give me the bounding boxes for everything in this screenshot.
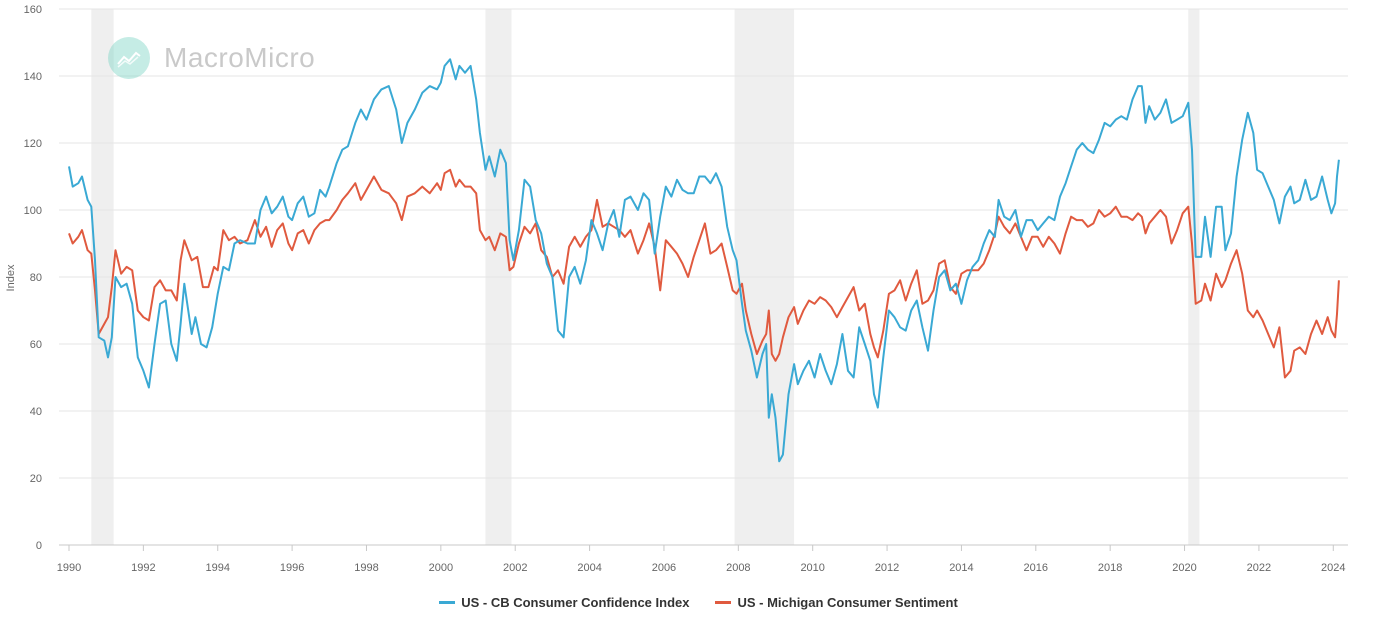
x-tick-label: 2022 <box>1247 562 1271 574</box>
legend-label-cb: US - CB Consumer Confidence Index <box>461 595 690 610</box>
x-tick-label: 2024 <box>1321 562 1345 574</box>
y-tick-label: 0 <box>36 540 42 552</box>
watermark: MacroMicro <box>108 37 315 79</box>
legend-item-cb[interactable]: US - CB Consumer Confidence Index <box>439 595 689 610</box>
x-tick-label: 2020 <box>1172 562 1196 574</box>
legend-label-michigan: US - Michigan Consumer Sentiment <box>737 595 958 610</box>
watermark-brand: MacroMicro <box>164 42 316 73</box>
x-tick-label: 2014 <box>949 562 973 574</box>
series-line-michigan[interactable] <box>68 168 1340 379</box>
x-axis-ticks: 1990 1992 1994 1996 1998 2000 2002 2004 2006 2008… <box>57 545 1346 574</box>
x-tick-label: 1998 <box>354 562 378 574</box>
y-tick-label: 20 <box>30 473 42 485</box>
y-axis-ticks: 0 20 40 60 80 100 120 140 160 <box>24 4 42 552</box>
series-line-cb[interactable] <box>68 58 1340 463</box>
x-tick-label: 1994 <box>205 562 229 574</box>
y-tick-label: 120 <box>24 138 42 150</box>
x-tick-label: 2004 <box>577 562 601 574</box>
y-tick-label: 100 <box>24 205 42 217</box>
x-tick-label: 2000 <box>429 562 453 574</box>
legend: US - CB Consumer Confidence Index US - M… <box>0 595 1397 610</box>
legend-swatch-cb <box>439 601 456 604</box>
x-tick-label: 2002 <box>503 562 527 574</box>
x-tick-label: 1990 <box>57 562 81 574</box>
grid-lines <box>59 8 1348 546</box>
y-tick-label: 80 <box>30 272 42 284</box>
y-tick-label: 140 <box>24 71 42 83</box>
legend-swatch-michigan <box>715 601 732 604</box>
x-tick-label: 2018 <box>1098 562 1122 574</box>
chart-logo-icon <box>108 37 150 79</box>
y-tick-label: 160 <box>24 4 42 16</box>
x-tick-label: 2010 <box>800 562 824 574</box>
x-tick-label: 2016 <box>1024 562 1048 574</box>
legend-item-michigan[interactable]: US - Michigan Consumer Sentiment <box>715 595 958 610</box>
series-lines <box>68 58 1340 463</box>
x-tick-label: 1996 <box>280 562 304 574</box>
x-tick-label: 1992 <box>131 562 155 574</box>
y-tick-label: 60 <box>30 339 42 351</box>
x-tick-label: 2012 <box>875 562 899 574</box>
y-tick-label: 40 <box>30 406 42 418</box>
x-tick-label: 2006 <box>652 562 676 574</box>
x-tick-label: 2008 <box>726 562 750 574</box>
y-axis-label: Index <box>5 264 17 291</box>
